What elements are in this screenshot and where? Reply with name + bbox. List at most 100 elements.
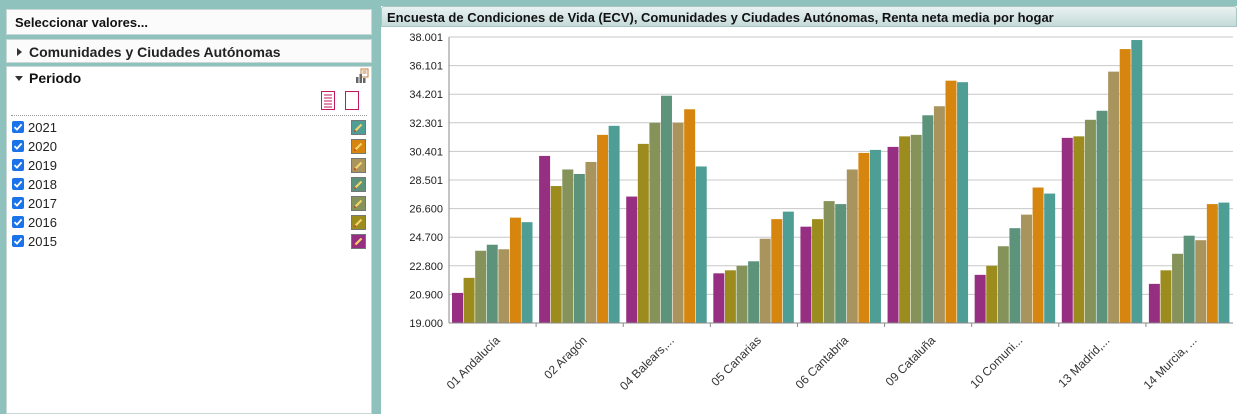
bar-2016[interactable]: [550, 186, 562, 323]
bar-2018[interactable]: [573, 173, 585, 323]
collapse-arrow-icon[interactable]: [15, 76, 23, 81]
bar-2016[interactable]: [1160, 270, 1172, 323]
select-none-icon[interactable]: [345, 91, 359, 115]
bar-2021[interactable]: [869, 149, 881, 323]
bar-2019[interactable]: [759, 238, 771, 323]
bar-2019[interactable]: [672, 122, 684, 323]
bar-2015[interactable]: [1148, 283, 1160, 323]
bar-2018[interactable]: [1009, 228, 1021, 323]
bar-2017[interactable]: [1084, 119, 1096, 323]
bar-2020[interactable]: [1206, 204, 1218, 323]
bar-2019[interactable]: [846, 169, 858, 323]
bar-2015[interactable]: [800, 226, 812, 323]
periodo-section-header[interactable]: Periodo: [7, 67, 371, 89]
bar-2020[interactable]: [1032, 187, 1044, 323]
chart-settings-icon[interactable]: [355, 68, 369, 89]
bar-2021[interactable]: [1044, 193, 1056, 323]
bar-2018[interactable]: [748, 261, 760, 323]
bar-2017[interactable]: [910, 134, 922, 323]
bar-2020[interactable]: [684, 109, 696, 323]
period-checkbox[interactable]: [12, 140, 24, 152]
series-color-pencil-icon[interactable]: [351, 196, 366, 211]
series-color-pencil-icon[interactable]: [351, 139, 366, 154]
bar-2015[interactable]: [539, 155, 551, 323]
y-tick-label: 30.401: [409, 146, 443, 158]
bar-2021[interactable]: [957, 82, 969, 323]
bar-2016[interactable]: [899, 136, 911, 323]
bar-2015[interactable]: [713, 273, 725, 323]
period-item[interactable]: 2015: [12, 233, 368, 251]
bar-2020[interactable]: [509, 217, 521, 323]
select-values-header[interactable]: Seleccionar valores...: [6, 9, 372, 35]
period-item[interactable]: 2020: [12, 138, 368, 156]
bar-2021[interactable]: [1218, 202, 1230, 323]
series-color-pencil-icon[interactable]: [351, 177, 366, 192]
bar-2016[interactable]: [724, 270, 736, 323]
bar-2017[interactable]: [997, 246, 1009, 323]
bar-2016[interactable]: [812, 219, 824, 323]
bar-2018[interactable]: [486, 244, 498, 323]
bar-2020[interactable]: [1119, 49, 1131, 324]
bar-2020[interactable]: [597, 134, 609, 323]
period-checkbox[interactable]: [12, 159, 24, 171]
expand-arrow-icon[interactable]: [17, 48, 22, 56]
bar-2017[interactable]: [475, 250, 487, 323]
period-item[interactable]: 2018: [12, 176, 368, 194]
x-tick-label: 14 Murcia, ...: [1141, 333, 1200, 392]
bar-2019[interactable]: [1108, 71, 1120, 323]
bar-2017[interactable]: [736, 265, 748, 323]
period-checkbox[interactable]: [12, 197, 24, 209]
bar-2017[interactable]: [823, 201, 835, 323]
select-all-icon[interactable]: [321, 91, 335, 115]
x-tick-label: 10 Comuni...: [967, 333, 1025, 391]
bar-2018[interactable]: [1096, 110, 1108, 324]
period-checkbox[interactable]: [12, 121, 24, 133]
x-tick-label: 04 Balears,...: [617, 333, 677, 393]
bar-2016[interactable]: [463, 277, 475, 323]
bar-2021[interactable]: [608, 125, 620, 323]
series-color-pencil-icon[interactable]: [351, 234, 366, 249]
bar-2018[interactable]: [922, 115, 934, 323]
periodo-section: Periodo: [6, 66, 372, 414]
bar-2018[interactable]: [835, 204, 847, 323]
bar-2019[interactable]: [933, 106, 945, 323]
bar-2017[interactable]: [649, 122, 661, 323]
bar-2021[interactable]: [695, 166, 707, 323]
period-item[interactable]: 2016: [12, 214, 368, 232]
bar-2018[interactable]: [660, 95, 672, 323]
bar-2020[interactable]: [858, 152, 870, 323]
bar-2021[interactable]: [521, 222, 533, 323]
bar-2017[interactable]: [562, 169, 574, 323]
bar-2020[interactable]: [945, 80, 957, 323]
period-item[interactable]: 2021: [12, 119, 368, 137]
bar-2019[interactable]: [1021, 214, 1033, 323]
y-tick-label: 19.000: [409, 318, 443, 330]
period-item[interactable]: 2019: [12, 157, 368, 175]
bar-2019[interactable]: [1195, 240, 1207, 323]
series-color-pencil-icon[interactable]: [351, 120, 366, 135]
series-color-pencil-icon[interactable]: [351, 215, 366, 230]
series-color-pencil-icon[interactable]: [351, 158, 366, 173]
bar-2015[interactable]: [452, 292, 463, 323]
bar-2016[interactable]: [637, 143, 649, 323]
divider: [11, 115, 367, 116]
period-checkbox[interactable]: [12, 178, 24, 190]
period-item[interactable]: 2017: [12, 195, 368, 213]
bar-2015[interactable]: [974, 274, 986, 323]
bar-2019[interactable]: [498, 249, 510, 323]
period-checkbox[interactable]: [12, 216, 24, 228]
bar-2018[interactable]: [1183, 235, 1195, 323]
bar-2021[interactable]: [782, 211, 794, 323]
bar-2015[interactable]: [626, 196, 638, 323]
y-tick-label: 20.900: [409, 289, 443, 301]
bar-2016[interactable]: [986, 265, 998, 323]
bar-2021[interactable]: [1131, 40, 1143, 323]
comunidades-section-header[interactable]: Comunidades y Ciudades Autónomas: [6, 39, 372, 63]
bar-2019[interactable]: [585, 161, 597, 323]
bar-2015[interactable]: [887, 146, 899, 323]
bar-2016[interactable]: [1073, 136, 1085, 323]
bar-2017[interactable]: [1172, 253, 1184, 323]
bar-2020[interactable]: [771, 219, 783, 323]
bar-2015[interactable]: [1061, 137, 1073, 323]
period-checkbox[interactable]: [12, 235, 24, 247]
